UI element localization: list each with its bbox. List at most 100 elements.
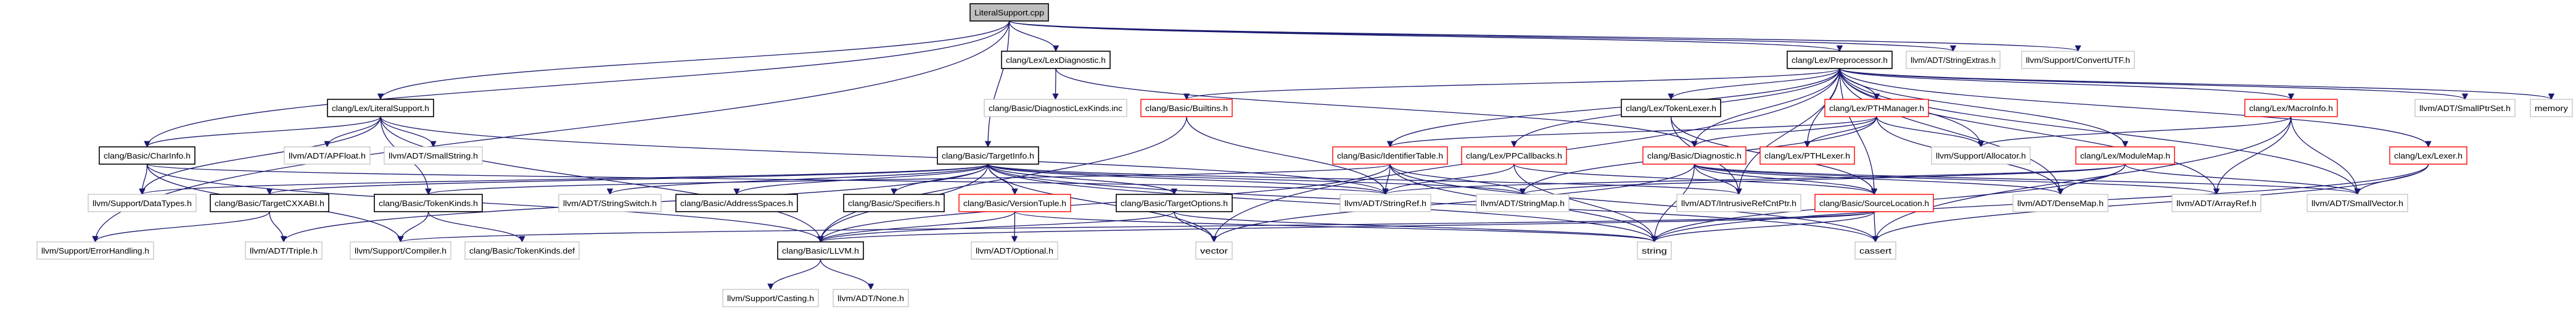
node-charinfo[interactable]: clang/Basic/CharInfo.h [99,146,195,165]
node-stringswitch[interactable]: llvm/ADT/StringSwitch.h [558,194,662,212]
node-intrusive[interactable]: llvm/ADT/IntrusiveRefCntPtr.h [1676,194,1801,212]
node-cxxabi[interactable]: clang/Basic/TargetCXXABI.h [210,194,329,212]
node-smallptrset[interactable]: llvm/ADT/SmallPtrSet.h [2414,99,2516,117]
edge-macroinfo-to-allocator [1977,116,2292,148]
edge-lexdiag-to-diagnostic [1055,68,1698,148]
node-label: llvm/ADT/SmallVector.h [2311,199,2403,208]
node-ppcallbacks[interactable]: clang/Lex/PPCallbacks.h [1461,146,1567,165]
node-llvmh[interactable]: clang/Basic/LLVM.h [777,241,864,260]
edge-targetoptions-to-vector [1174,211,1217,243]
node-stringextras[interactable]: llvm/ADT/StringExtras.h [1906,51,2001,69]
node-allocator[interactable]: llvm/Support/Allocator.h [1931,146,2031,165]
edge-cxxabi-to-errorhandling [92,211,270,243]
node-versiontuple[interactable]: clang/Basic/VersionTuple.h [958,194,1071,212]
node-diaglexkinds[interactable]: clang/Basic/DiagnosticLexKinds.inc [984,99,1127,117]
node-label: vector [1200,246,1228,255]
node-tokenlexer[interactable]: clang/Lex/TokenLexer.h [1621,99,1721,117]
node-stringmap[interactable]: llvm/ADT/StringMap.h [1476,194,1570,212]
node-label: llvm/Support/Compiler.h [355,246,446,255]
node-stringref[interactable]: llvm/ADT/StringRef.h [1339,194,1431,212]
node-box [1759,146,1855,165]
node-lexer[interactable]: clang/Lex/Lexer.h [2389,146,2467,165]
node-arrayref[interactable]: llvm/ADT/ArrayRef.h [2171,194,2261,212]
node-smallstring[interactable]: llvm/ADT/SmallString.h [384,146,483,165]
node-modulemap[interactable]: clang/Lex/ModuleMap.h [2075,146,2175,165]
node-box [464,241,580,260]
node-box [2244,99,2338,117]
node-none[interactable]: llvm/ADT/None.h [833,289,909,307]
node-label: clang/Lex/Preprocessor.h [1792,56,1888,65]
node-box [210,194,329,212]
node-targetinfo[interactable]: clang/Basic/TargetInfo.h [937,146,1039,165]
node-specifiers[interactable]: clang/Basic/Specifiers.h [843,194,945,212]
node-label: clang/Basic/TargetCXXABI.h [215,199,324,208]
node-label: clang/Basic/TokenKinds.h [379,199,478,208]
node-box [327,99,434,117]
edge-litsup-to-datatypes [139,116,381,196]
node-sourceloc[interactable]: clang/Basic/SourceLocation.h [1814,194,1934,212]
node-diagnostic[interactable]: clang/Basic/Diagnostic.h [1642,146,1747,165]
node-addrspaces[interactable]: clang/Basic/AddressSpaces.h [675,194,798,212]
node-pthmanager[interactable]: clang/Lex/PTHManager.h [1824,99,1929,117]
node-convertutf[interactable]: llvm/Support/ConvertUTF.h [2021,51,2135,69]
node-string[interactable]: string [1637,241,1672,260]
node-apfloat[interactable]: llvm/ADT/APFloat.h [284,146,371,165]
node-litsup[interactable]: clang/Lex/LiteralSupport.h [327,99,434,117]
node-memory[interactable]: memory [2530,99,2573,117]
node-compiler[interactable]: llvm/Support/Compiler.h [350,241,451,260]
node-cpp[interactable]: LiteralSupport.cpp [969,3,1049,22]
node-box [284,146,371,165]
node-vector[interactable]: vector [1195,241,1233,260]
edge-charinfo-to-stringref [146,164,1388,196]
node-smallvector[interactable]: llvm/ADT/SmallVector.h [2306,194,2408,212]
edge-preprocessor-to-smallptrset [1839,68,2468,101]
node-box [1621,99,1721,117]
node-box [558,194,662,212]
node-triple[interactable]: llvm/ADT/Triple.h [245,241,323,260]
node-label: clang/Basic/VersionTuple.h [963,199,1066,208]
edge-preprocessor-to-macroinfo [1839,68,2294,101]
node-lexdiag[interactable]: clang/Lex/LexDiagnostic.h [1001,51,1111,69]
node-densemap[interactable]: llvm/ADT/DenseMap.h [2012,194,2109,212]
edge-diagnostic-to-string [1651,164,1695,243]
node-optional[interactable]: llvm/ADT/Optional.h [971,241,1058,260]
node-casting[interactable]: llvm/Support/Casting.h [722,289,819,307]
edge-identtable-to-stringmap [1389,164,1526,196]
edge-ppcallbacks-to-string [1513,164,1658,243]
node-preprocessor[interactable]: clang/Lex/Preprocessor.h [1787,51,1893,69]
edge-targetoptions-to-llvmh [817,211,1175,243]
node-errorhandling[interactable]: llvm/Support/ErrorHandling.h [36,241,154,260]
node-box [36,241,154,260]
node-macroinfo[interactable]: clang/Lex/MacroInfo.h [2244,99,2338,117]
node-label: clang/Lex/LiteralSupport.h [332,104,429,113]
edge-targetinfo-to-cxxabi [266,164,989,196]
node-box [2530,99,2573,117]
node-identtable[interactable]: clang/Basic/IdentifierTable.h [1332,146,1448,165]
edge-targetinfo-to-cassert [987,164,1879,243]
edge-cpp-to-lexdiag [1008,20,1060,52]
edge-preprocessor-to-smallvector [1839,68,2361,196]
node-box [1642,146,1747,165]
edge-macroinfo-to-cassert [1872,116,2292,243]
node-tokenkinds[interactable]: clang/Basic/TokenKinds.h [374,194,483,212]
edge-sourceloc-to-llvmh [817,211,1875,243]
node-pthlexer[interactable]: clang/Lex/PTHLexer.h [1759,146,1855,165]
edge-lexer-to-cassert [1872,164,2429,243]
node-box [2171,194,2261,212]
node-builtins[interactable]: clang/Basic/Builtins.h [1140,99,1233,117]
node-cassert[interactable]: cassert [1854,241,1896,260]
edge-pthmanager-to-identtable [1387,116,1877,148]
node-box [1814,194,1934,212]
edge-cpp-to-stringextras [1008,20,1956,52]
node-targetoptions[interactable]: clang/Basic/TargetOptions.h [1116,194,1233,212]
edge-sourceloc-to-cassert [1872,211,1879,243]
node-datatypes[interactable]: llvm/Support/DataTypes.h [88,194,197,212]
node-box [722,289,819,307]
node-tokenkindsdef[interactable]: clang/Basic/TokenKinds.def [464,241,580,260]
node-box [2021,51,2135,69]
node-label: llvm/ADT/StringMap.h [1481,199,1565,208]
node-box [1339,194,1431,212]
node-label: llvm/ADT/StringExtras.h [1911,56,1996,65]
edge-litsup-to-stringref [380,116,1389,196]
node-box [2414,99,2516,117]
